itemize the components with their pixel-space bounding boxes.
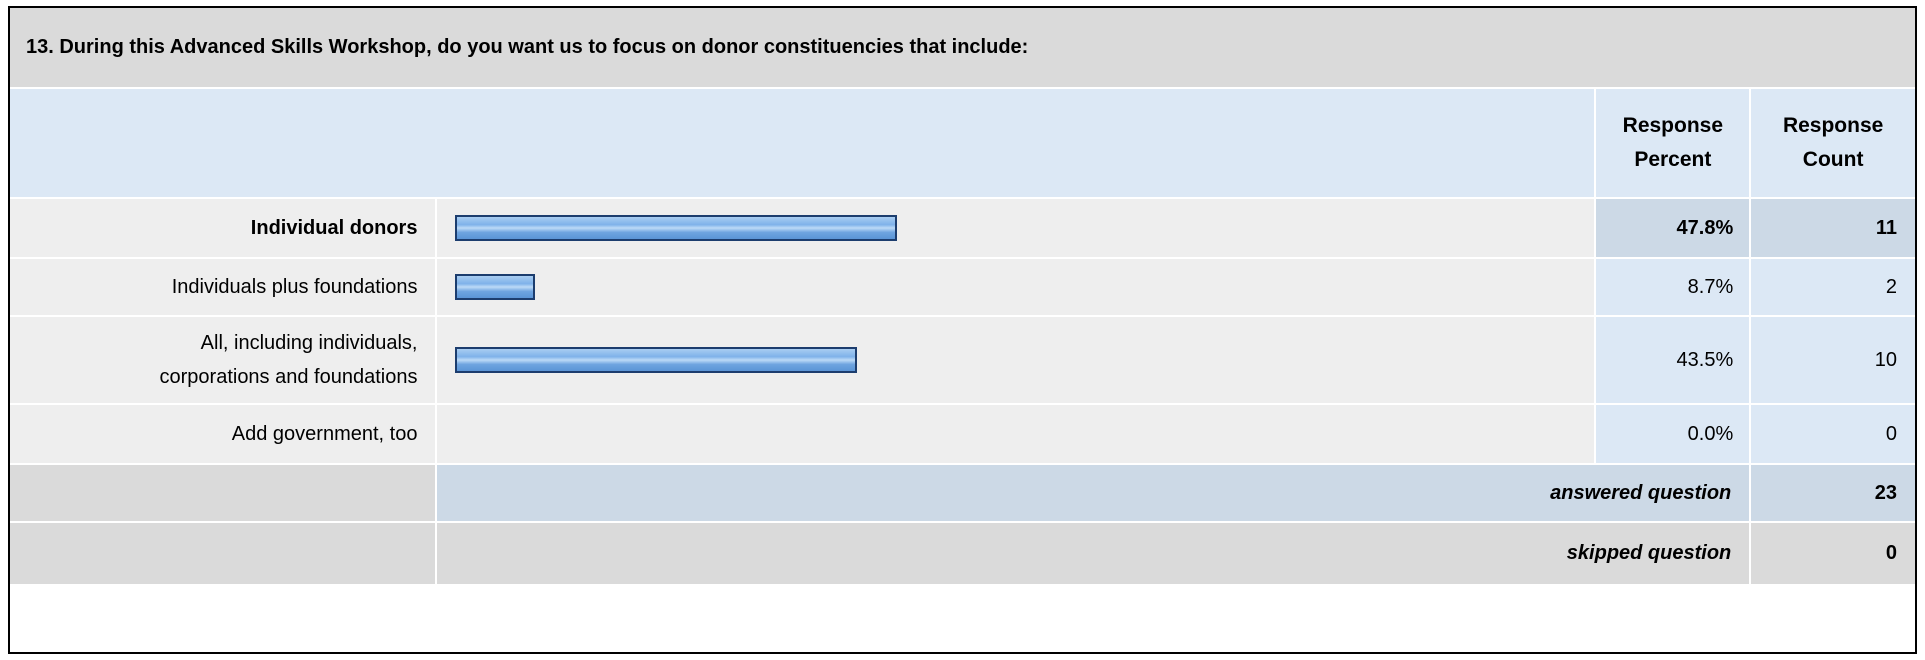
- response-percent-header-line1: Response: [1622, 114, 1724, 137]
- response-percent: 43.5%: [1594, 315, 1751, 404]
- answer-label: Individual donors: [10, 197, 437, 258]
- answer-label: All, including individuals, corporations…: [10, 315, 437, 404]
- question-title: 13. During this Advanced Skills Workshop…: [10, 8, 1915, 89]
- answer-label-line1: Individuals plus foundations: [171, 276, 418, 298]
- bar-cell: [435, 315, 1596, 404]
- column-header-row: Response Percent Response Count: [10, 88, 1915, 198]
- response-count: 0: [1749, 403, 1915, 464]
- response-percent: 8.7%: [1594, 257, 1751, 316]
- response-percent: 0.0%: [1594, 403, 1751, 464]
- table-row: Individual donors 47.8% 11: [10, 197, 1915, 258]
- answer-label-line1: All, including individuals,: [200, 332, 418, 354]
- answered-row: answered question 23: [10, 463, 1915, 522]
- response-count: 11: [1749, 197, 1915, 258]
- response-percent-header: Response Percent: [1594, 88, 1751, 198]
- response-count-header: Response Count: [1749, 88, 1915, 198]
- response-count-header-line1: Response: [1782, 114, 1884, 137]
- response-count: 2: [1749, 257, 1915, 316]
- answered-question-value: 23: [1749, 463, 1915, 522]
- response-bar: [455, 347, 858, 373]
- answer-label: Individuals plus foundations: [10, 257, 437, 316]
- table-row: Individuals plus foundations 8.7% 2: [10, 257, 1915, 316]
- summary-spacer: [10, 463, 437, 522]
- bar-cell: [435, 197, 1596, 258]
- skipped-row: skipped question 0: [10, 521, 1915, 584]
- table-row: All, including individuals, corporations…: [10, 315, 1915, 404]
- survey-question-panel: 13. During this Advanced Skills Workshop…: [8, 6, 1917, 654]
- response-percent-header-line2: Percent: [1634, 148, 1712, 171]
- table-row: Add government, too 0.0% 0: [10, 403, 1915, 464]
- response-count: 10: [1749, 315, 1915, 404]
- skipped-question-label: skipped question: [435, 521, 1751, 584]
- answer-label-line1: Add government, too: [231, 423, 418, 445]
- answer-label-line1: Individual donors: [250, 217, 418, 239]
- response-table: 13. During this Advanced Skills Workshop…: [10, 8, 1915, 584]
- response-percent: 47.8%: [1594, 197, 1751, 258]
- response-bar: [455, 215, 898, 241]
- answered-question-label: answered question: [435, 463, 1751, 522]
- bar-cell: [435, 257, 1596, 316]
- summary-spacer: [10, 521, 437, 584]
- answer-label-line2: corporations and foundations: [159, 366, 418, 388]
- response-count-header-line2: Count: [1802, 148, 1864, 171]
- bar-cell: [435, 403, 1596, 464]
- skipped-question-value: 0: [1749, 521, 1915, 584]
- header-spacer: [10, 88, 1596, 198]
- response-bar: [455, 274, 536, 300]
- answer-label: Add government, too: [10, 403, 437, 464]
